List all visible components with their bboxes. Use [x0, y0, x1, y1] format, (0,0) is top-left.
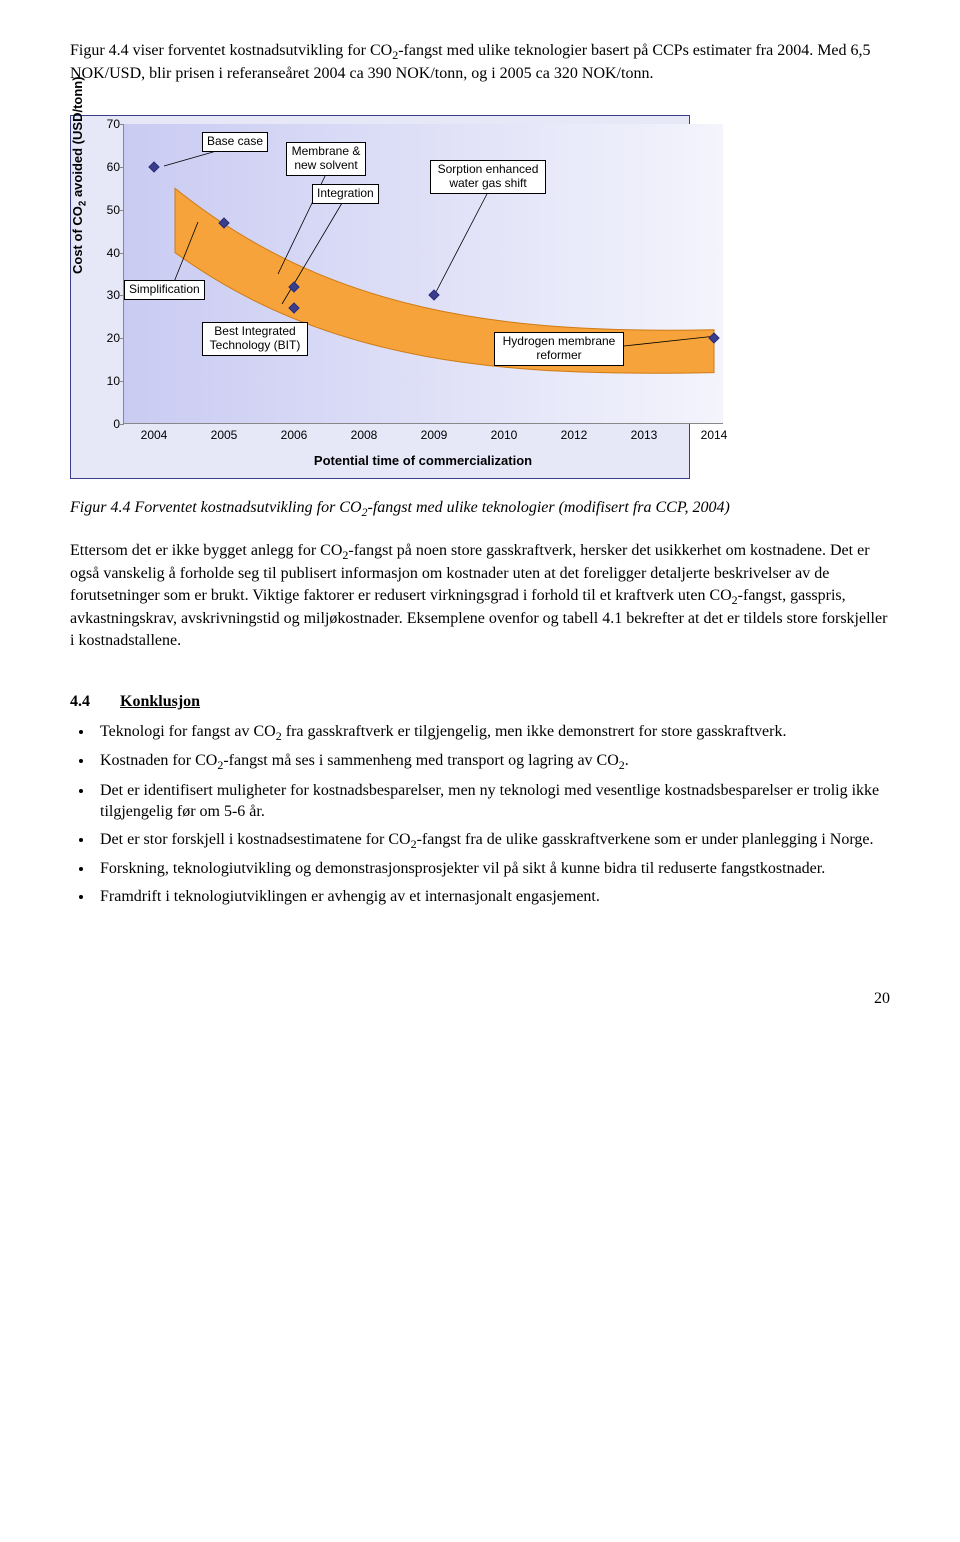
x-tick-label: 2006	[281, 427, 308, 443]
section-title: Konklusjon	[120, 693, 200, 710]
callout-simp: Simplification	[124, 280, 205, 300]
callout-hmr: Hydrogen membranereformer	[494, 332, 624, 366]
x-tick-label: 2013	[631, 427, 658, 443]
caption-b: -fangst med ulike teknologier (modifiser…	[368, 499, 730, 516]
intro-text-a: Figur 4.4 viser forventet kostnadsutvikl…	[70, 42, 392, 59]
y-tick-label: 40	[96, 244, 120, 260]
bullet-list: Teknologi for fangst av CO2 fra gasskraf…	[94, 721, 890, 908]
callout-bit: Best IntegratedTechnology (BIT)	[202, 322, 308, 356]
section-heading: 4.4 Konklusjon	[70, 691, 890, 713]
y-tick-label: 20	[96, 330, 120, 346]
ylabel-b: avoided (USD/tonn)	[70, 76, 85, 200]
y-tick-label: 30	[96, 287, 120, 303]
ylabel-sub: 2	[78, 201, 89, 206]
y-tick-label: 0	[96, 416, 120, 432]
y-tick-label: 50	[96, 202, 120, 218]
x-tick-label: 2004	[141, 427, 168, 443]
bullet-item: Det er stor forskjell i kostnadsestimate…	[94, 829, 890, 852]
x-axis-label: Potential time of commercialization	[123, 452, 723, 470]
y-tick-label: 70	[96, 116, 120, 132]
y-axis-label: Cost of CO2 avoided (USD/tonn)	[69, 76, 90, 274]
section-number: 4.4	[70, 691, 116, 713]
leader-line	[436, 192, 488, 292]
x-tick-label: 2014	[701, 427, 728, 443]
ylabel-a: Cost of CO	[70, 206, 85, 274]
caption-a: Figur 4.4 Forventet kostnadsutvikling fo…	[70, 499, 362, 516]
bullet-item: Forskning, teknologiutvikling og demonst…	[94, 858, 890, 880]
bullet-item: Det er identifisert muligheter for kostn…	[94, 780, 890, 823]
body-paragraph: Ettersom det er ikke bygget anlegg for C…	[70, 540, 890, 652]
callout-integ: Integration	[312, 184, 379, 204]
x-tick-label: 2008	[351, 427, 378, 443]
chart-figure: Cost of CO2 avoided (USD/tonn) 010203040…	[70, 115, 890, 479]
intro-paragraph: Figur 4.4 viser forventet kostnadsutvikl…	[70, 40, 890, 85]
callout-memb: Membrane &new solvent	[286, 142, 366, 176]
x-tick-label: 2010	[491, 427, 518, 443]
bullet-item: Framdrift i teknologiutviklingen er avhe…	[94, 886, 890, 908]
y-tick-label: 60	[96, 159, 120, 175]
bullet-item: Kostnaden for CO2-fangst må ses i sammen…	[94, 750, 890, 773]
chart-axis-area: Cost of CO2 avoided (USD/tonn) 010203040…	[123, 124, 681, 424]
callout-base: Base case	[202, 132, 268, 152]
chart-outer-frame: Cost of CO2 avoided (USD/tonn) 010203040…	[70, 115, 690, 479]
y-tick-label: 10	[96, 373, 120, 389]
figure-caption: Figur 4.4 Forventet kostnadsutvikling fo…	[70, 497, 890, 520]
x-tick-label: 2009	[421, 427, 448, 443]
body2-a: Ettersom det er ikke bygget anlegg for C…	[70, 542, 342, 559]
bullet-item: Teknologi for fangst av CO2 fra gasskraf…	[94, 721, 890, 744]
callout-sorp: Sorption enhancedwater gas shift	[430, 160, 546, 194]
chart-svg	[124, 124, 724, 424]
chart-plot-area: 0102030405060702004200520062008200920102…	[123, 124, 723, 424]
page-number: 20	[70, 988, 890, 1010]
x-tick-label: 2005	[211, 427, 238, 443]
x-tick-label: 2012	[561, 427, 588, 443]
